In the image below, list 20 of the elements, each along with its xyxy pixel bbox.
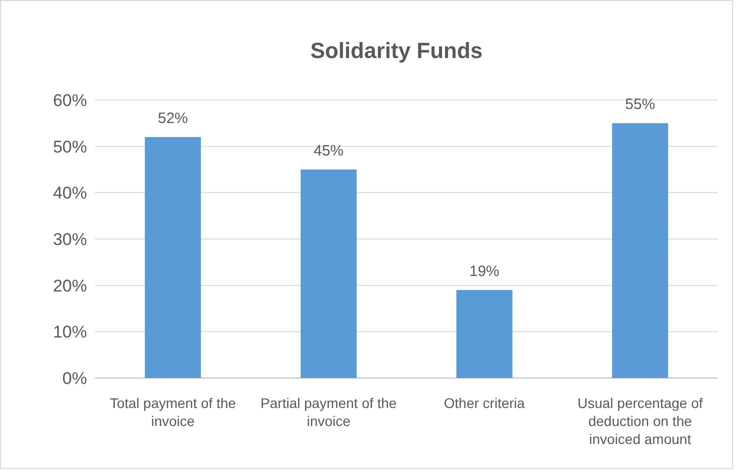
y-tick-label: 40% bbox=[52, 184, 87, 203]
data-label: 52% bbox=[158, 110, 188, 128]
y-tick-label: 20% bbox=[52, 276, 87, 296]
chart-title: Solidarity Funds bbox=[310, 38, 483, 63]
data-label: 45% bbox=[314, 142, 344, 160]
y-tick-label: 10% bbox=[52, 322, 87, 342]
bar bbox=[144, 137, 201, 378]
y-tick-label: 50% bbox=[52, 137, 87, 156]
x-tick-label: Other criteria bbox=[444, 395, 526, 411]
data-label: 19% bbox=[469, 262, 500, 280]
y-tick-label: 30% bbox=[52, 230, 87, 249]
x-tick-label: Partial payment of the invoice bbox=[260, 395, 397, 429]
x-tick-label: Total payment of the invoice bbox=[110, 395, 236, 429]
x-tick-label: Usual percentage of deduction on the invoiced amount bbox=[577, 395, 703, 447]
data-label: 55% bbox=[625, 96, 656, 114]
y-tick-label: 60% bbox=[52, 90, 87, 110]
bar bbox=[300, 170, 357, 378]
y-tick-label: 0% bbox=[62, 368, 87, 388]
bar bbox=[612, 123, 668, 378]
bar bbox=[456, 290, 512, 378]
